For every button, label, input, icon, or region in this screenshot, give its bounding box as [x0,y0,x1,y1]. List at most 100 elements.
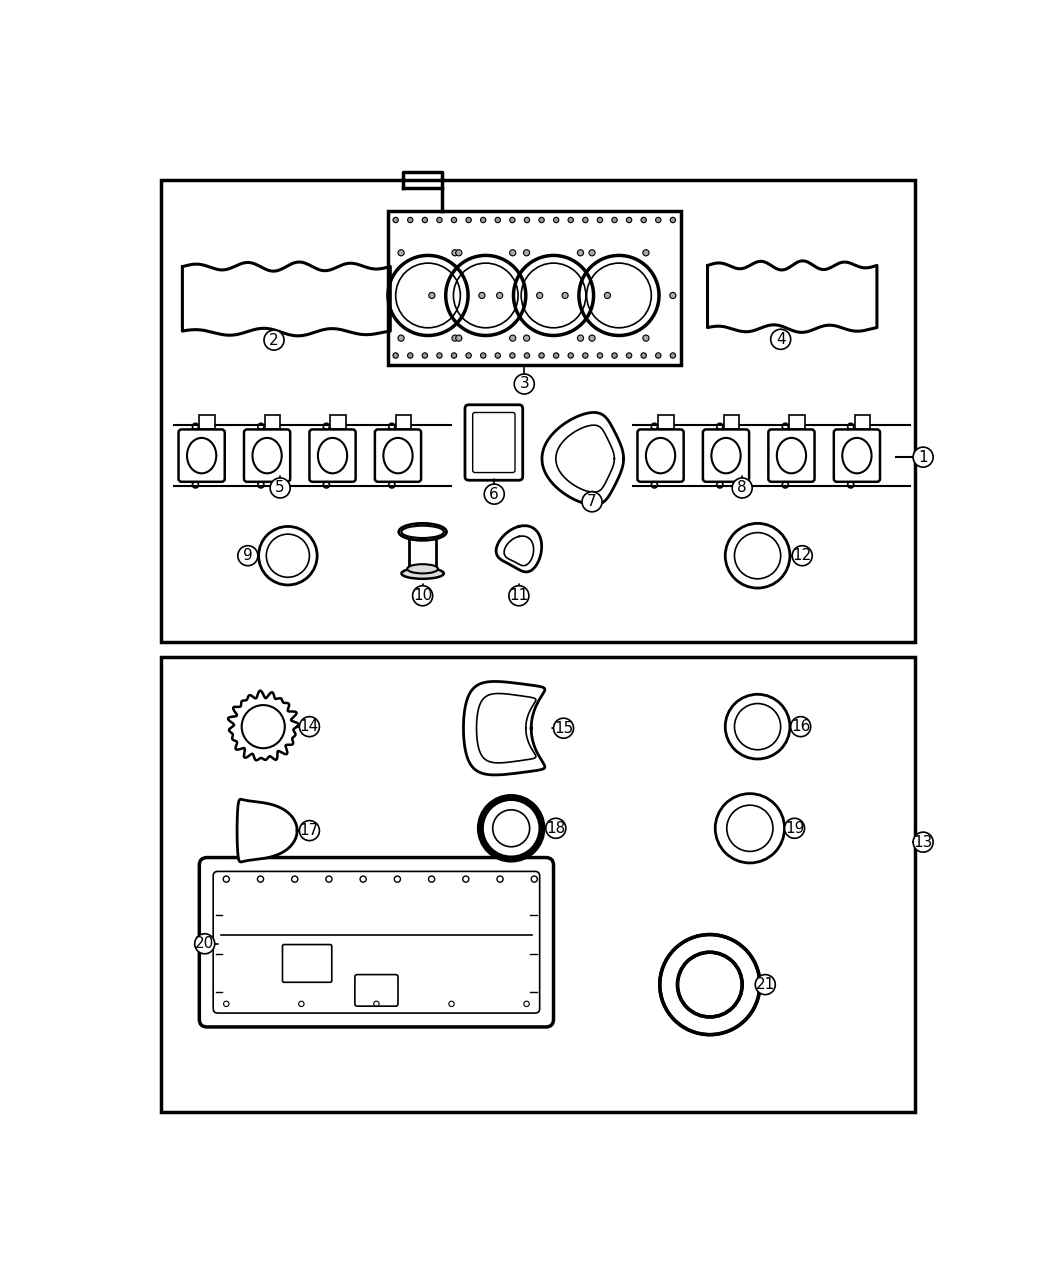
Circle shape [299,821,319,840]
Circle shape [466,353,471,358]
Polygon shape [463,681,545,775]
Circle shape [597,217,603,223]
Circle shape [670,217,675,223]
Text: 21: 21 [756,977,775,992]
Circle shape [452,217,457,223]
Text: 8: 8 [737,481,747,496]
Circle shape [509,335,516,342]
Text: 18: 18 [546,821,566,836]
Circle shape [578,335,584,342]
Circle shape [583,353,588,358]
Text: 2: 2 [269,333,279,348]
Circle shape [509,353,516,358]
Text: 3: 3 [520,376,529,391]
Circle shape [791,717,811,737]
Text: 14: 14 [300,719,319,734]
FancyBboxPatch shape [769,430,815,482]
Circle shape [537,292,543,298]
Circle shape [524,217,529,223]
Circle shape [398,335,404,342]
Circle shape [479,292,485,298]
Circle shape [784,819,804,838]
Circle shape [509,250,516,256]
Circle shape [496,518,542,564]
Circle shape [509,585,529,606]
Circle shape [452,250,458,256]
Circle shape [640,353,647,358]
Circle shape [582,492,602,511]
Circle shape [660,936,759,1034]
Text: 5: 5 [275,481,285,496]
Polygon shape [228,691,298,760]
Text: 13: 13 [914,835,932,849]
Circle shape [437,217,442,223]
Circle shape [456,335,462,342]
FancyBboxPatch shape [178,430,225,482]
Circle shape [407,353,413,358]
Circle shape [413,585,433,606]
FancyBboxPatch shape [200,858,553,1026]
Polygon shape [237,799,297,862]
Circle shape [612,353,617,358]
Circle shape [504,556,534,586]
Circle shape [553,217,559,223]
Circle shape [553,353,559,358]
Circle shape [481,353,486,358]
Text: 10: 10 [413,588,433,603]
FancyBboxPatch shape [244,430,290,482]
Circle shape [605,292,610,298]
Circle shape [568,217,573,223]
Circle shape [497,292,503,298]
Circle shape [568,353,573,358]
FancyBboxPatch shape [637,430,684,482]
Circle shape [299,717,319,737]
Circle shape [514,374,534,394]
FancyBboxPatch shape [658,414,674,428]
FancyBboxPatch shape [855,414,870,428]
Circle shape [643,335,649,342]
Text: 15: 15 [554,720,573,736]
Circle shape [484,484,504,504]
Circle shape [655,353,662,358]
Circle shape [612,217,617,223]
Ellipse shape [399,523,446,541]
Ellipse shape [401,525,444,538]
Text: 19: 19 [784,821,804,836]
FancyBboxPatch shape [723,414,739,428]
Circle shape [589,250,595,256]
Text: 16: 16 [791,719,811,734]
Circle shape [655,217,662,223]
Circle shape [481,217,486,223]
Circle shape [793,546,813,566]
Text: 17: 17 [300,824,319,838]
FancyBboxPatch shape [790,414,804,428]
Ellipse shape [401,569,444,579]
Circle shape [562,292,568,298]
Polygon shape [496,525,542,572]
Circle shape [428,292,435,298]
Text: 20: 20 [195,936,214,951]
FancyBboxPatch shape [396,414,412,428]
Circle shape [422,353,427,358]
Circle shape [640,217,647,223]
Circle shape [437,353,442,358]
Circle shape [755,974,775,994]
Text: 4: 4 [776,332,785,347]
FancyBboxPatch shape [375,430,421,482]
FancyBboxPatch shape [702,430,749,482]
Circle shape [578,250,584,256]
Text: 12: 12 [793,548,812,564]
FancyBboxPatch shape [310,430,356,482]
Bar [161,658,916,1112]
Circle shape [539,217,544,223]
Circle shape [553,718,573,738]
FancyBboxPatch shape [330,414,345,428]
Circle shape [496,217,501,223]
Circle shape [456,250,462,256]
Circle shape [914,833,933,852]
Circle shape [407,217,413,223]
Circle shape [643,250,649,256]
FancyBboxPatch shape [465,404,523,481]
Text: 6: 6 [489,487,499,501]
Circle shape [393,353,398,358]
